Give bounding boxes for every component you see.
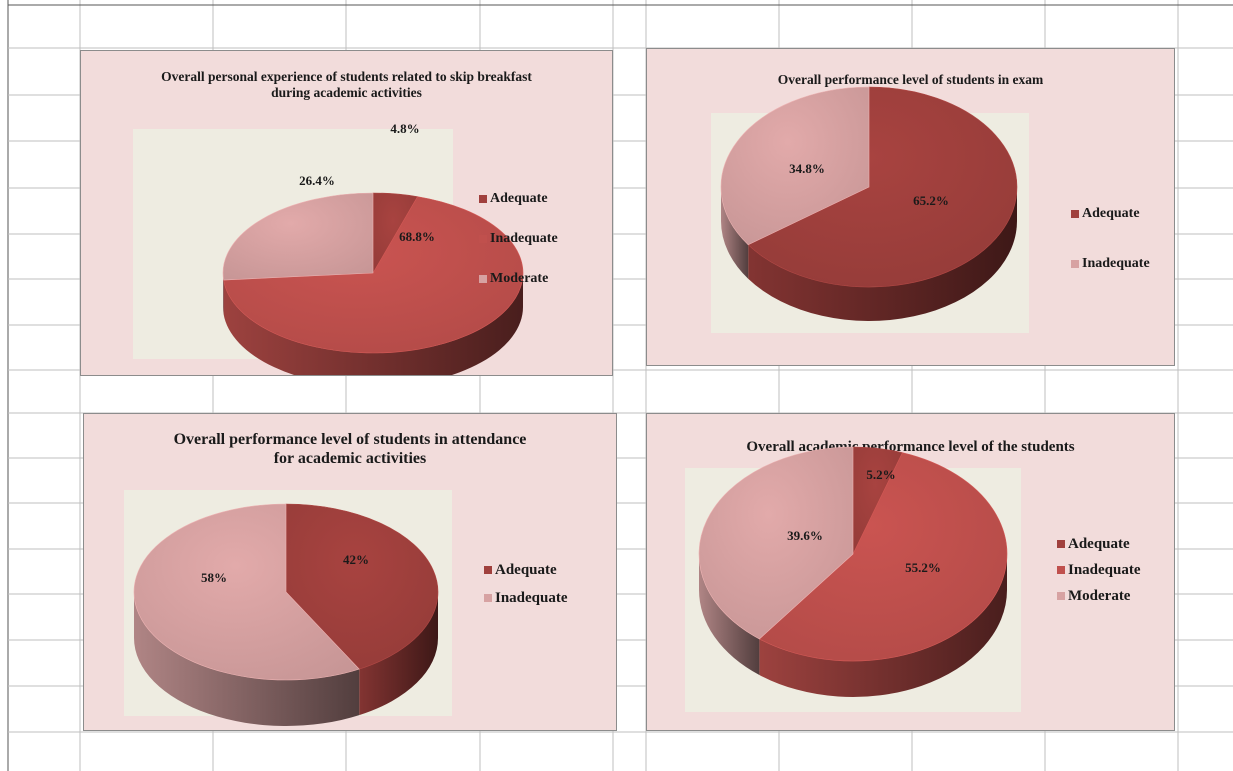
pie-slice-inadequate[interactable] xyxy=(758,452,1008,662)
chart-title-line: during academic activities xyxy=(271,85,422,101)
legend-label: Adequate xyxy=(1082,206,1140,221)
legend-swatch xyxy=(1071,210,1079,218)
data-label: 39.6% xyxy=(787,528,823,543)
data-label: 55.2% xyxy=(905,560,941,575)
legend-label: Inadequate xyxy=(1068,561,1141,578)
legend: Adequate Inadequate Moderate xyxy=(479,179,558,299)
legend-label: Adequate xyxy=(1068,535,1130,552)
legend-label: Moderate xyxy=(490,271,549,286)
pie-side-inadequate xyxy=(759,554,1007,697)
chart-3[interactable]: Overall performance level of students in… xyxy=(83,413,617,731)
legend-swatch xyxy=(479,235,487,243)
chart-title: Overall personal experience of students … xyxy=(81,69,612,101)
data-label: 68.8% xyxy=(399,229,435,244)
data-label: 58% xyxy=(201,570,227,585)
pie-chart: 5.2% 55.2% 39.6% xyxy=(698,446,1008,697)
pie-sides xyxy=(721,187,1017,321)
pie-chart: 42% 58% xyxy=(133,503,439,726)
pie-side-inadequate xyxy=(223,273,523,375)
legend-item-adequate[interactable]: Adequate xyxy=(479,179,558,219)
chart-title: Overall performance level of students in… xyxy=(84,430,616,468)
data-label: 5.2% xyxy=(866,467,895,482)
pie-slice-moderate[interactable] xyxy=(222,192,374,281)
legend-item-adequate[interactable]: Adequate xyxy=(484,556,568,584)
chart-1[interactable]: Overall personal experience of students … xyxy=(80,50,613,376)
data-label: 34.8% xyxy=(789,161,825,176)
legend-item-inadequate[interactable]: Inadequate xyxy=(1071,239,1150,289)
legend-label: Adequate xyxy=(495,561,557,578)
pie-chart: 4.8% 68.8% 26.4% xyxy=(222,121,524,375)
legend-label: Inadequate xyxy=(1082,256,1150,271)
legend-swatch xyxy=(1057,566,1065,574)
pie-slice-adequate[interactable] xyxy=(285,503,439,670)
legend-label: Adequate xyxy=(490,191,548,206)
legend-item-adequate[interactable]: Adequate xyxy=(1057,531,1141,557)
chart-title-line: Overall performance level of students in… xyxy=(777,72,1044,87)
legend-swatch xyxy=(479,195,487,203)
pie-side-adequate xyxy=(748,187,1017,321)
pie-slice-moderate[interactable] xyxy=(698,446,854,640)
pie-sides xyxy=(223,273,523,375)
legend-item-moderate[interactable]: Moderate xyxy=(1057,583,1141,609)
data-label: 65.2% xyxy=(913,193,949,208)
pie-side-adequate xyxy=(359,592,438,716)
pie-side-moderate xyxy=(223,273,224,315)
pie-sides xyxy=(699,554,1007,697)
legend-item-inadequate[interactable]: Inadequate xyxy=(1057,557,1141,583)
legend-label: Moderate xyxy=(1068,587,1131,604)
chart-title: Overall performance level of students in… xyxy=(647,72,1174,88)
legend-item-inadequate[interactable]: Inadequate xyxy=(479,219,558,259)
legend: Adequate Inadequate xyxy=(1071,189,1150,289)
legend-item-adequate[interactable]: Adequate xyxy=(1071,189,1150,239)
data-label: 4.8% xyxy=(390,121,419,136)
legend-item-inadequate[interactable]: Inadequate xyxy=(484,584,568,612)
pie-chart: 65.2% 34.8% xyxy=(720,86,1018,321)
pie-slice-adequate[interactable] xyxy=(747,86,1018,288)
chart-title-line: Overall performance level of students in… xyxy=(173,431,527,448)
legend-swatch xyxy=(1071,260,1079,268)
pie-side-moderate xyxy=(699,554,760,675)
legend-item-moderate[interactable]: Moderate xyxy=(479,259,558,299)
pie-slice-inadequate[interactable] xyxy=(720,86,870,246)
data-label: 26.4% xyxy=(299,173,335,188)
pie-side-inadequate xyxy=(134,592,360,726)
pie-slice-inadequate[interactable] xyxy=(133,503,360,681)
data-label: 42% xyxy=(343,552,369,567)
chart-2[interactable]: Overall performance level of students in… xyxy=(646,48,1175,366)
legend-swatch xyxy=(484,594,492,602)
legend-swatch xyxy=(484,566,492,574)
pie-side-inadequate xyxy=(721,187,749,279)
legend-swatch xyxy=(1057,540,1065,548)
chart-title-line: for academic activities xyxy=(273,450,427,468)
legend: Adequate Inadequate xyxy=(484,556,568,612)
pie-slice-inadequate[interactable] xyxy=(223,196,524,354)
legend-label: Inadequate xyxy=(495,589,568,606)
pie-sides xyxy=(134,592,438,726)
legend: Adequate Inadequate Moderate xyxy=(1057,531,1141,609)
chart-title-line: Overall personal experience of students … xyxy=(161,69,532,84)
chart-4[interactable]: Overall academic performance level of th… xyxy=(646,413,1175,731)
legend-label: Inadequate xyxy=(490,231,558,246)
legend-swatch xyxy=(479,275,487,283)
legend-swatch xyxy=(1057,592,1065,600)
